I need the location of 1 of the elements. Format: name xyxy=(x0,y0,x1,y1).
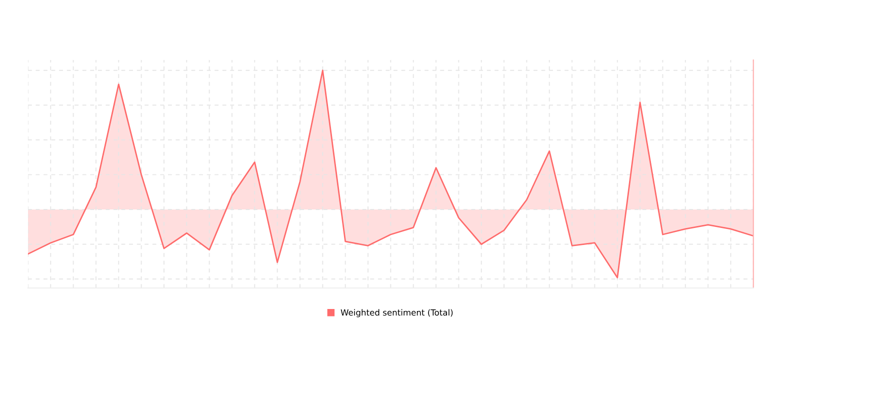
legend-label: Weighted sentiment (Total) xyxy=(340,309,453,318)
